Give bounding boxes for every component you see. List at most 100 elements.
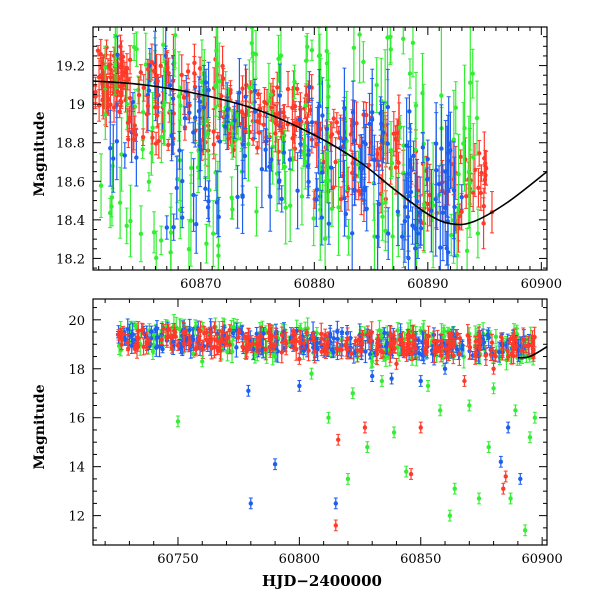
data-point-green <box>390 187 394 286</box>
x-tick-label: 60750 <box>157 552 198 567</box>
data-point-green <box>99 154 103 218</box>
data-point-blue <box>264 112 268 171</box>
data-point-blue <box>410 207 414 244</box>
data-point-blue <box>407 95 411 128</box>
data-point-green <box>300 168 304 225</box>
data-point-red <box>286 118 290 131</box>
data-point-green <box>361 42 365 82</box>
data-point-green <box>414 72 418 138</box>
x-tick-label: 60890 <box>407 277 448 292</box>
data-point-green <box>310 40 314 60</box>
outlier-point-red <box>409 469 413 480</box>
data-point-green <box>284 171 288 244</box>
data-point-blue <box>418 177 422 248</box>
outlier-point-green <box>533 412 537 423</box>
y-tick-label: 18.8 <box>56 137 85 152</box>
data-point-green <box>288 170 292 242</box>
data-point-green <box>357 0 361 83</box>
x-tick-label: 60880 <box>294 277 335 292</box>
data-point-blue <box>235 166 239 229</box>
data-point-blue <box>123 143 127 168</box>
y-tick-label: 18.6 <box>56 175 85 190</box>
data-point-blue <box>406 236 410 280</box>
outlier-point-blue <box>334 498 338 509</box>
data-point-green <box>388 9 392 64</box>
x-tick-label: 60870 <box>180 277 221 292</box>
data-point-green <box>154 231 158 285</box>
y-tick-label: 16 <box>68 412 85 427</box>
data-point-green <box>411 9 415 77</box>
outlier-point-red <box>297 354 301 365</box>
data-point-green <box>254 187 258 236</box>
outlier-point-green <box>309 368 313 379</box>
data-point-red <box>477 141 481 167</box>
outlier-point-blue <box>273 459 277 470</box>
data-point-blue <box>409 181 413 202</box>
data-point-green <box>476 209 480 258</box>
outlier-point-red <box>504 471 508 482</box>
outlier-point-blue <box>297 381 301 392</box>
data-point-green <box>385 0 389 80</box>
data-point-green <box>230 200 234 220</box>
data-point-green <box>128 185 132 257</box>
x-tick-label: 60900 <box>521 277 562 292</box>
outlier-point-green <box>528 432 532 443</box>
data-point-red <box>154 132 158 155</box>
outlier-point-green <box>513 405 517 416</box>
data-point-green <box>169 194 173 272</box>
data-point-blue <box>194 195 198 253</box>
data-point-green <box>465 228 469 273</box>
data-point-green <box>152 212 156 253</box>
data-point-green <box>471 49 475 98</box>
data-point-green <box>254 31 258 79</box>
y-tick-label: 12 <box>68 510 85 525</box>
data-point-green <box>408 59 412 88</box>
data-point-green <box>125 208 129 244</box>
outlier-point-green <box>392 427 396 438</box>
data-point-green <box>159 226 163 255</box>
data-point-green <box>204 224 208 263</box>
data-point-green <box>139 206 143 262</box>
data-point-blue <box>350 189 354 278</box>
data-point-blue <box>115 103 119 180</box>
y-tick-label: 19 <box>68 98 85 113</box>
outlier-point-green <box>426 381 430 392</box>
data-point-green <box>292 65 296 98</box>
outlier-point-green <box>176 416 180 427</box>
data-point-green <box>267 63 271 138</box>
outlier-point-green <box>491 383 495 394</box>
outlier-point-blue <box>389 373 393 384</box>
outlier-point-red <box>336 434 340 445</box>
data-point-blue <box>306 134 310 197</box>
data-point-red <box>192 44 196 81</box>
outlier-point-green <box>200 356 204 367</box>
y-tick-label: 18.4 <box>56 214 85 229</box>
data-point-red <box>157 124 161 158</box>
data-point-green <box>346 220 350 256</box>
outlier-point-blue <box>246 385 250 396</box>
data-point-red <box>137 77 141 113</box>
outlier-point-green <box>365 442 369 453</box>
data-point-red <box>166 139 170 150</box>
outlier-point-blue <box>506 422 510 433</box>
outlier-point-green <box>438 405 442 416</box>
outlier-point-red <box>501 483 505 494</box>
data-point-green <box>375 58 379 113</box>
x-tick-label: 60900 <box>521 552 562 567</box>
y-tick-label: 19.2 <box>56 60 85 75</box>
x-tick-label: 60850 <box>400 552 441 567</box>
outlier-point-red <box>419 422 423 433</box>
data-point-blue <box>206 181 210 222</box>
data-point-blue <box>340 328 344 337</box>
data-point-blue <box>434 142 438 256</box>
data-point-green <box>134 32 138 66</box>
data-point-blue <box>288 150 292 169</box>
outlier-point-green <box>351 388 355 399</box>
outlier-point-red <box>462 376 466 387</box>
outlier-point-blue <box>499 456 503 467</box>
outlier-point-red <box>394 358 398 369</box>
outlier-point-green <box>453 483 457 494</box>
outlier-point-red <box>491 363 495 374</box>
data-point-red <box>286 71 290 106</box>
